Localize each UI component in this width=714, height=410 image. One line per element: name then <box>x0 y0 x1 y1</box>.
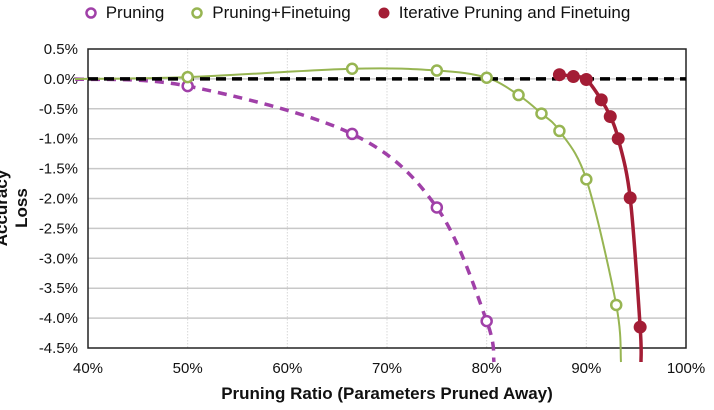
legend-item-pruning: Pruning <box>84 3 165 23</box>
y-tick-label: -1.0% <box>39 131 78 148</box>
x-tick-label: 60% <box>272 360 302 377</box>
data-point-marker <box>553 124 566 138</box>
legend-item-pruning-finetuning: Pruning+Finetuing <box>190 3 351 23</box>
data-point-marker <box>594 93 608 107</box>
filled-circle-marker-icon <box>378 7 390 19</box>
x-tick-label: 50% <box>173 360 203 377</box>
legend-label: Pruning <box>105 3 165 22</box>
x-tick-label: 100% <box>667 360 705 377</box>
data-point-marker <box>535 107 548 120</box>
y-tick-label: -3.0% <box>39 250 78 267</box>
data-point-marker <box>552 68 566 82</box>
series-line-iterative-pruning-and-finetuing <box>559 72 643 363</box>
data-point-marker <box>633 320 647 334</box>
y-tick-label: -2.0% <box>39 191 78 208</box>
legend-item-iterative: Iterative Pruning and Finetuing <box>377 3 631 23</box>
legend-label: Iterative Pruning and Finetuing <box>398 3 631 22</box>
y-tick-label: -1.5% <box>39 161 78 178</box>
data-point-marker <box>181 70 194 84</box>
data-point-marker <box>566 70 580 84</box>
data-point-marker <box>430 64 444 77</box>
data-point-marker <box>345 62 359 75</box>
y-tick-label: -4.0% <box>39 310 78 327</box>
data-point-marker <box>480 314 493 328</box>
series-line-pruning-finetuing <box>74 67 622 363</box>
open-circle-marker-icon <box>84 7 97 19</box>
y-tick-label: -0.5% <box>39 101 78 118</box>
data-point-marker <box>345 127 359 141</box>
x-axis-label: Pruning Ratio (Parameters Pruned Away) <box>221 384 553 403</box>
y-tick-label: -3.5% <box>39 280 78 297</box>
data-point-marker <box>580 173 593 186</box>
x-tick-label: 80% <box>472 360 502 377</box>
y-tick-label: 0.5% <box>44 41 78 58</box>
data-point-marker <box>609 298 623 312</box>
data-point-marker <box>579 72 593 86</box>
data-point-marker <box>603 110 617 124</box>
y-axis-label: Accuracy Loss <box>0 169 31 247</box>
x-tick-label: 40% <box>73 360 103 377</box>
data-point-marker <box>430 201 444 214</box>
series-line-pruning <box>74 77 496 363</box>
chart-legend: Pruning Pruning+Finetuing Iterative Prun… <box>0 0 714 26</box>
legend-label: Pruning+Finetuing <box>212 3 351 22</box>
x-tick-label: 70% <box>372 360 402 377</box>
plot-border <box>87 48 687 349</box>
y-tick-label: -2.5% <box>39 220 78 237</box>
y-tick-label: 0.0% <box>44 71 78 88</box>
data-point-marker <box>480 71 493 84</box>
open-circle-marker-icon <box>191 7 204 19</box>
data-point-marker <box>611 132 625 146</box>
x-tick-label: 90% <box>571 360 601 377</box>
y-tick-label: -4.5% <box>39 340 78 357</box>
data-point-marker <box>623 191 637 205</box>
data-point-marker <box>512 88 525 102</box>
